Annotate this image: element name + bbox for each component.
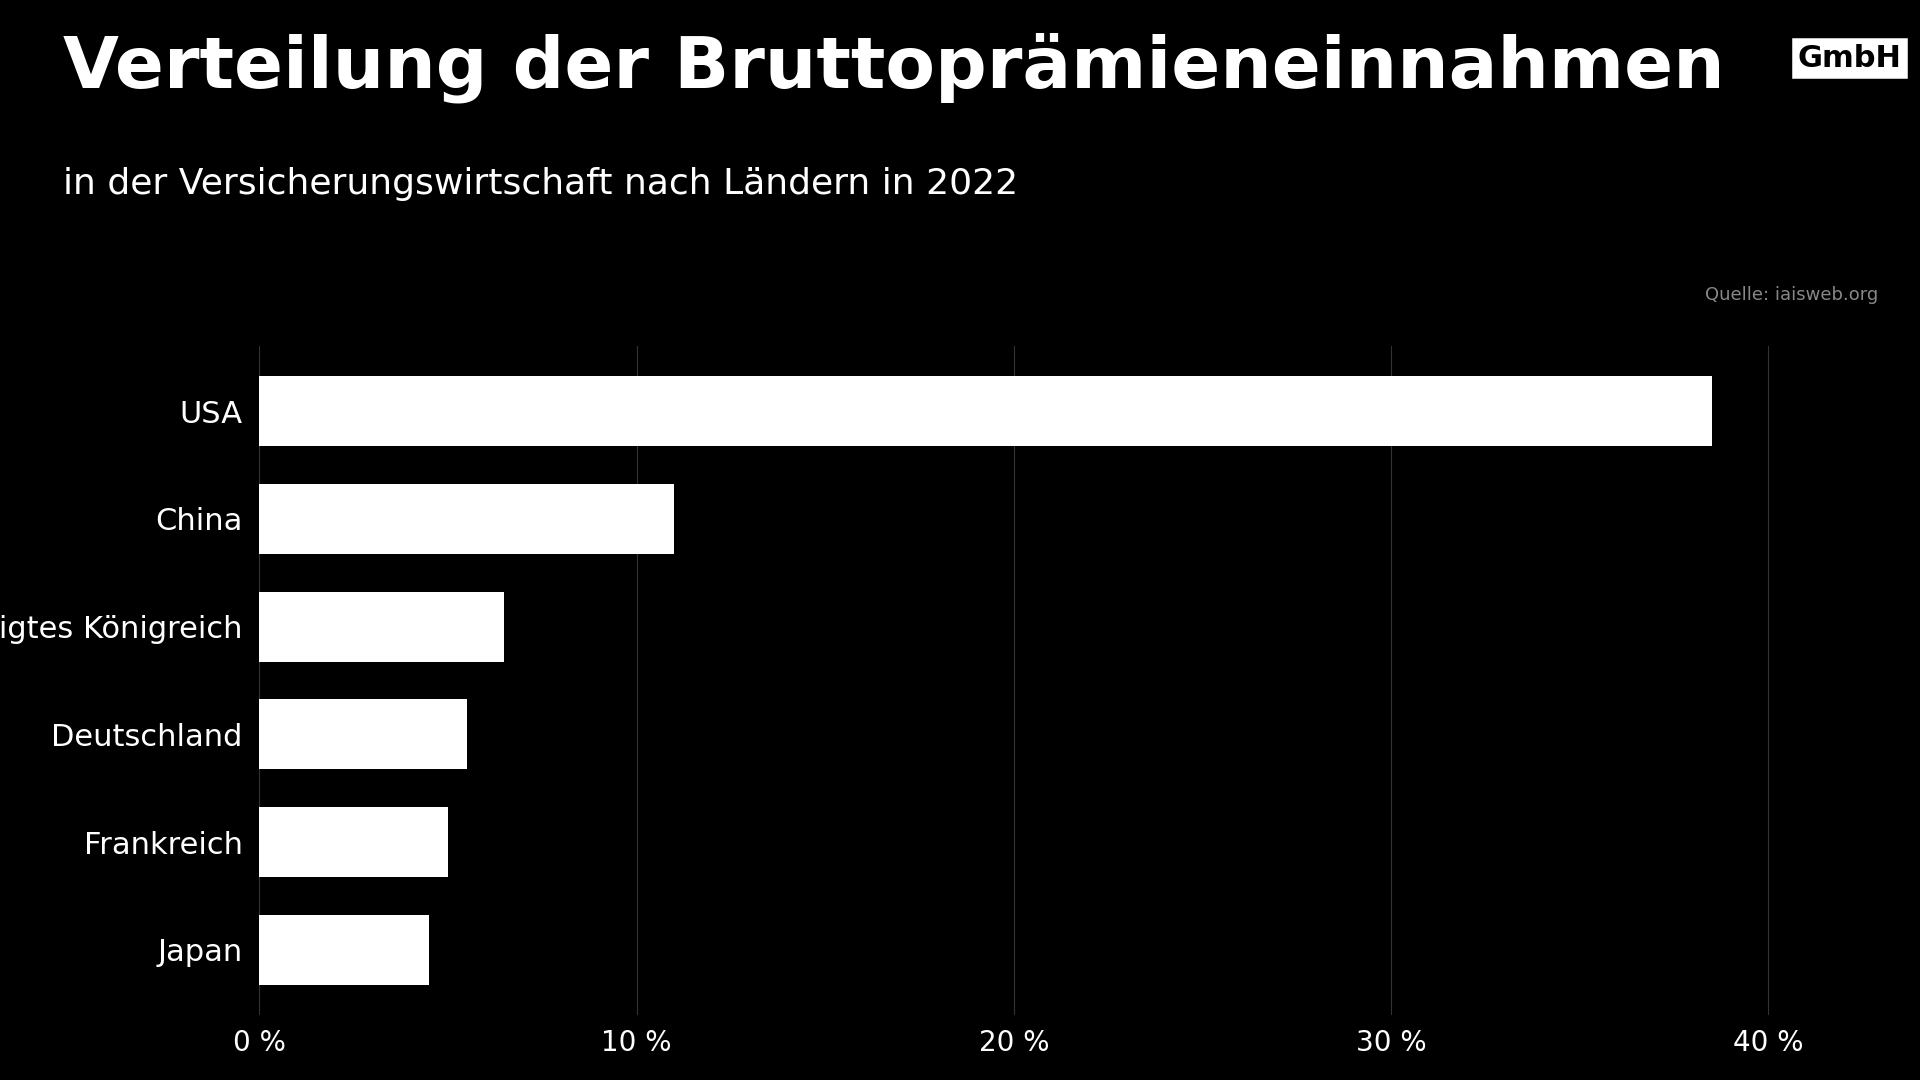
- Text: Wir Lieben Aktien: Wir Lieben Aktien: [1540, 44, 1845, 72]
- Text: Quelle: iaisweb.org: Quelle: iaisweb.org: [1705, 286, 1878, 305]
- Text: in der Versicherungswirtschaft nach Ländern in 2022: in der Versicherungswirtschaft nach Länd…: [63, 167, 1018, 201]
- Bar: [259, 807, 447, 877]
- Bar: [259, 376, 1713, 446]
- Bar: [259, 915, 428, 985]
- Text: Verteilung der Bruttoprämieneinnahmen: Verteilung der Bruttoprämieneinnahmen: [63, 32, 1724, 103]
- Text: GmbH: GmbH: [1797, 44, 1901, 72]
- Bar: [259, 484, 674, 554]
- Bar: [259, 699, 467, 769]
- Bar: [259, 592, 505, 662]
